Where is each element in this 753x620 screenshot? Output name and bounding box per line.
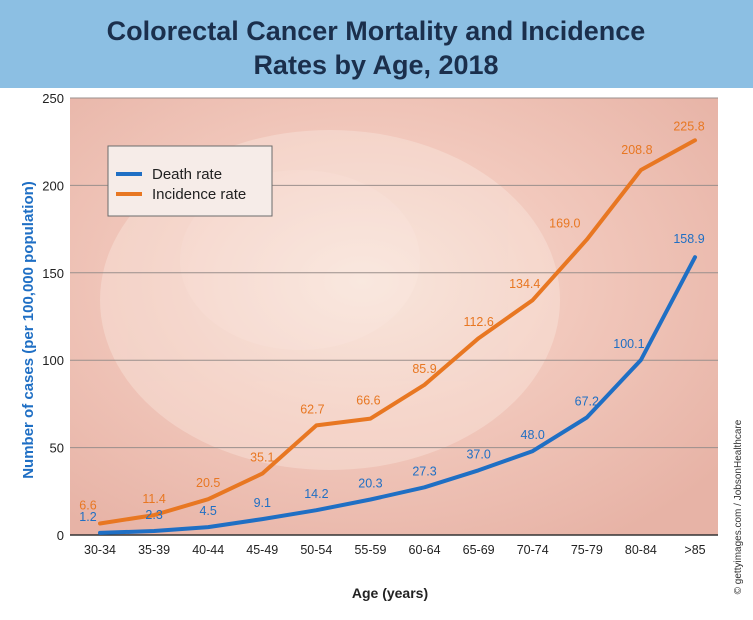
x-tick-label: 55-59 bbox=[354, 543, 386, 557]
series-lines bbox=[98, 138, 697, 535]
death-rate-value-label: 27.3 bbox=[412, 464, 436, 478]
incidence-rate-value-label: 20.5 bbox=[196, 476, 220, 490]
chart-title-line-2: Rates by Age, 2018 bbox=[253, 50, 498, 80]
death-rate-value-label: 9.1 bbox=[254, 496, 271, 510]
x-tick-label: 60-64 bbox=[409, 543, 441, 557]
x-tick-label: 65-69 bbox=[463, 543, 495, 557]
x-tick-label: 35-39 bbox=[138, 543, 170, 557]
death-rate-value-label: 1.2 bbox=[79, 510, 96, 524]
y-tick-label: 0 bbox=[57, 528, 64, 543]
axes: 0 50 100 150 200 250 30-34 35-39 40-44 45-49 50-54… bbox=[42, 91, 718, 557]
legend: Death rate Incidence rate bbox=[107, 145, 273, 217]
y-tick-label: 100 bbox=[42, 353, 64, 368]
incidence-rate-value-label: 35.1 bbox=[250, 451, 274, 465]
incidence-rate-value-label: 66.6 bbox=[356, 394, 380, 408]
incidence-rate-value-label: 134.4 bbox=[509, 277, 540, 291]
x-tick-label: 50-54 bbox=[300, 543, 332, 557]
incidence-rate-value-label: 6.6 bbox=[79, 498, 96, 512]
incidence-rate-line bbox=[98, 138, 697, 526]
y-tick-label: 150 bbox=[42, 266, 64, 281]
x-tick-label: 40-44 bbox=[192, 543, 224, 557]
death-rate-value-label: 67.2 bbox=[575, 395, 599, 409]
y-tick-label: 50 bbox=[50, 441, 64, 456]
x-tick-label: 30-34 bbox=[84, 543, 116, 557]
incidence-rate-value-label: 112.6 bbox=[463, 315, 493, 329]
y-tick-label: 250 bbox=[42, 91, 64, 106]
incidence-rate-value-label: 62.7 bbox=[300, 402, 324, 416]
incidence-rate-value-label: 169.0 bbox=[549, 217, 580, 231]
x-axis-label: Age (years) bbox=[352, 585, 428, 601]
death-rate-value-label: 37.0 bbox=[466, 447, 490, 461]
x-tick-label: 80-84 bbox=[625, 543, 657, 557]
legend-incidence-label: Incidence rate bbox=[152, 186, 246, 203]
y-axis-label: Number of cases (per 100,000 population) bbox=[20, 181, 37, 479]
image-credit: © gettyimages.com / JobsonHealthcare bbox=[733, 419, 744, 594]
incidence-rate-value-label: 208.8 bbox=[621, 143, 652, 157]
incidence-rate-value-label: 85.9 bbox=[412, 362, 436, 376]
death-rate-value-label: 2.3 bbox=[145, 508, 162, 522]
incidence-rate-value-label: 11.4 bbox=[142, 492, 165, 506]
incidence-rate-value-label: 225.8 bbox=[673, 119, 704, 133]
title-banner bbox=[0, 0, 753, 88]
x-tick-label: 70-74 bbox=[517, 543, 549, 557]
death-rate-value-label: 14.2 bbox=[304, 487, 328, 501]
legend-box bbox=[107, 145, 273, 217]
chart-title-line-1: Colorectal Cancer Mortality and Incidenc… bbox=[107, 16, 646, 46]
death-rate-value-label: 100.1 bbox=[613, 337, 644, 351]
death-rate-value-label: 4.5 bbox=[199, 504, 216, 518]
x-tick-label: 75-79 bbox=[571, 543, 603, 557]
x-tick-label: >85 bbox=[684, 543, 705, 557]
death-rate-value-label: 158.9 bbox=[673, 232, 704, 246]
y-tick-label: 200 bbox=[42, 178, 64, 193]
death-rate-value-label: 20.3 bbox=[358, 477, 382, 491]
death-rate-value-label: 48.0 bbox=[521, 428, 545, 442]
x-tick-label: 45-49 bbox=[246, 543, 278, 557]
legend-death-label: Death rate bbox=[152, 166, 222, 183]
data-labels: 1.2 2.3 4.5 9.1 14.2 20.3 27.3 37.0 48.0 67.2 100.… bbox=[79, 119, 704, 524]
death-rate-line bbox=[98, 255, 697, 535]
